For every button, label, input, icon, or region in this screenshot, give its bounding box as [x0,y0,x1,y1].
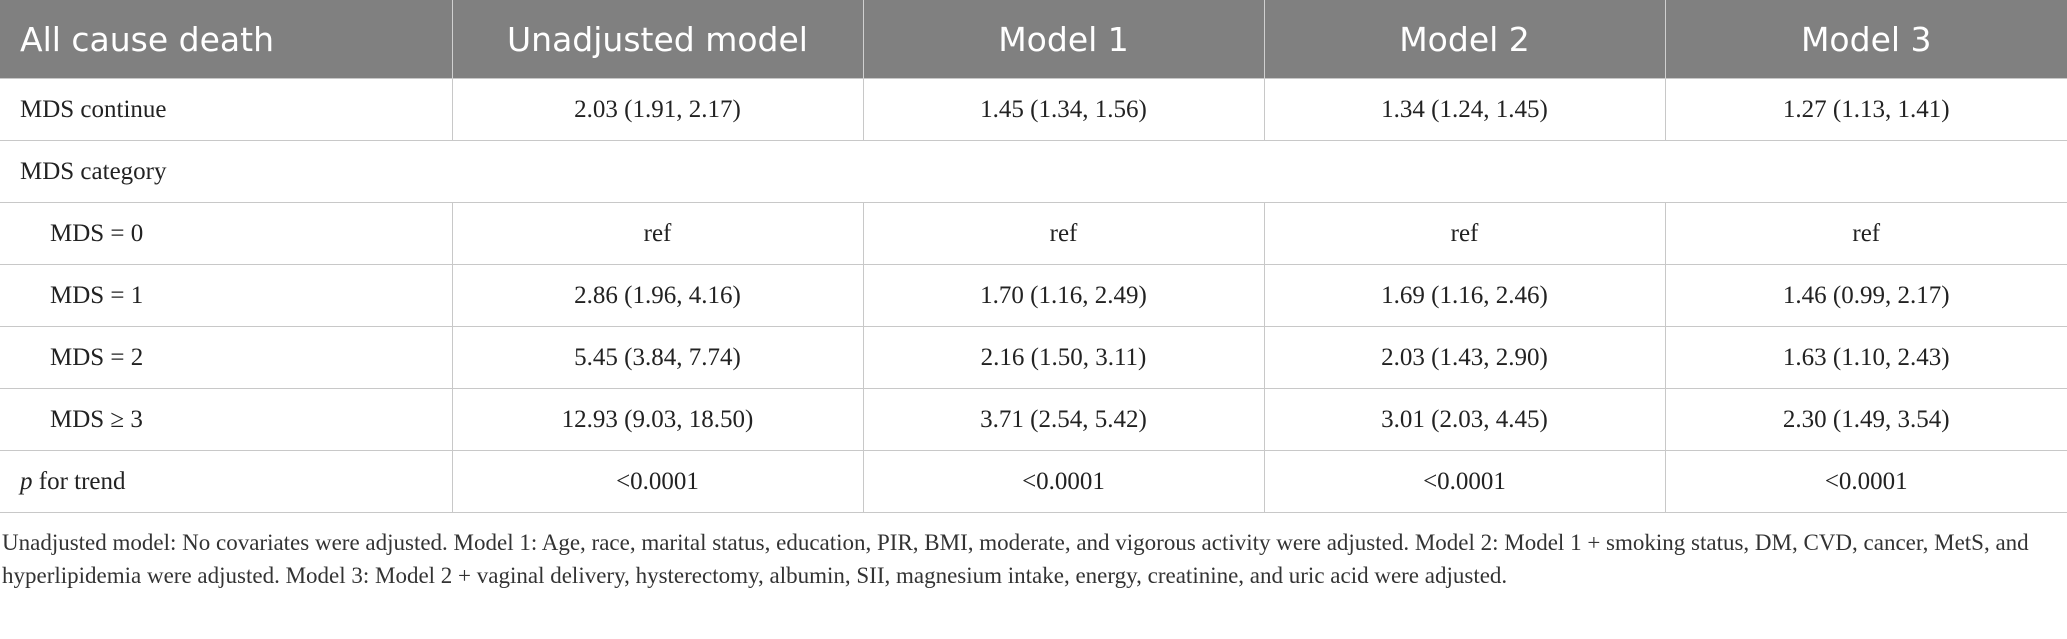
cell: 3.01 (2.03, 4.45) [1263,388,1666,451]
cell: <0.0001 [1263,450,1666,513]
row-label: MDS ≥ 3 [0,388,453,451]
cell: ref [862,202,1265,265]
table-row: MDS ≥ 3 12.93 (9.03, 18.50) 3.71 (2.54, 5.… [0,388,2067,451]
cell: 5.45 (3.84, 7.74) [451,326,864,389]
results-table: All cause death Unadjusted model Model 1 Mo… [0,0,2067,513]
table-row: p for trend <0.0001 <0.0001 <0.0001 <0.0001 [0,450,2067,513]
row-label: MDS category [0,140,2067,203]
header-cell: All cause death [0,0,453,79]
cell: 2.86 (1.96, 4.16) [451,264,864,327]
cell: 2.03 (1.91, 2.17) [451,78,864,141]
header-cell: Model 2 [1264,0,1666,79]
cell: 3.71 (2.54, 5.42) [862,388,1265,451]
cell: 1.70 (1.16, 2.49) [862,264,1265,327]
cell: <0.0001 [451,450,864,513]
cell: 1.63 (1.10, 2.43) [1664,326,2067,389]
cell: 1.46 (0.99, 2.17) [1664,264,2067,327]
cell: 2.03 (1.43, 2.90) [1263,326,1666,389]
header-cell: Model 3 [1665,0,2067,79]
cell: 1.69 (1.16, 2.46) [1263,264,1666,327]
cell: <0.0001 [1664,450,2067,513]
header-cell: Unadjusted model [452,0,864,79]
table-body: MDS continue 2.03 (1.91, 2.17) 1.45 (1.34,… [0,78,2067,513]
cell: 2.16 (1.50, 3.11) [862,326,1265,389]
row-label: p for trend [0,450,453,513]
row-label: MDS continue [0,78,453,141]
row-label: MDS = 0 [0,202,453,265]
cell: 12.93 (9.03, 18.50) [451,388,864,451]
cell: ref [1263,202,1666,265]
cell: 2.30 (1.49, 3.54) [1664,388,2067,451]
table-row: MDS = 1 2.86 (1.96, 4.16) 1.70 (1.16, 2.49… [0,264,2067,327]
cell: ref [451,202,864,265]
cell: <0.0001 [862,450,1265,513]
cell: ref [1664,202,2067,265]
cell: 1.45 (1.34, 1.56) [862,78,1265,141]
row-label: MDS = 1 [0,264,453,327]
cell: 1.34 (1.24, 1.45) [1263,78,1666,141]
header-row: All cause death Unadjusted model Model 1 Mo… [0,0,2067,79]
table-row: MDS continue 2.03 (1.91, 2.17) 1.45 (1.34,… [0,78,2067,141]
cell: 1.27 (1.13, 1.41) [1664,78,2067,141]
table-row: MDS category [0,140,2067,203]
header-cell: Model 1 [863,0,1265,79]
row-label: MDS = 2 [0,326,453,389]
footnote: Unadjusted model: No covariates were adj… [2,530,2029,588]
table-row: MDS = 0 ref ref ref ref [0,202,2067,265]
table-row: MDS = 2 5.45 (3.84, 7.74) 2.16 (1.50, 3.11… [0,326,2067,389]
